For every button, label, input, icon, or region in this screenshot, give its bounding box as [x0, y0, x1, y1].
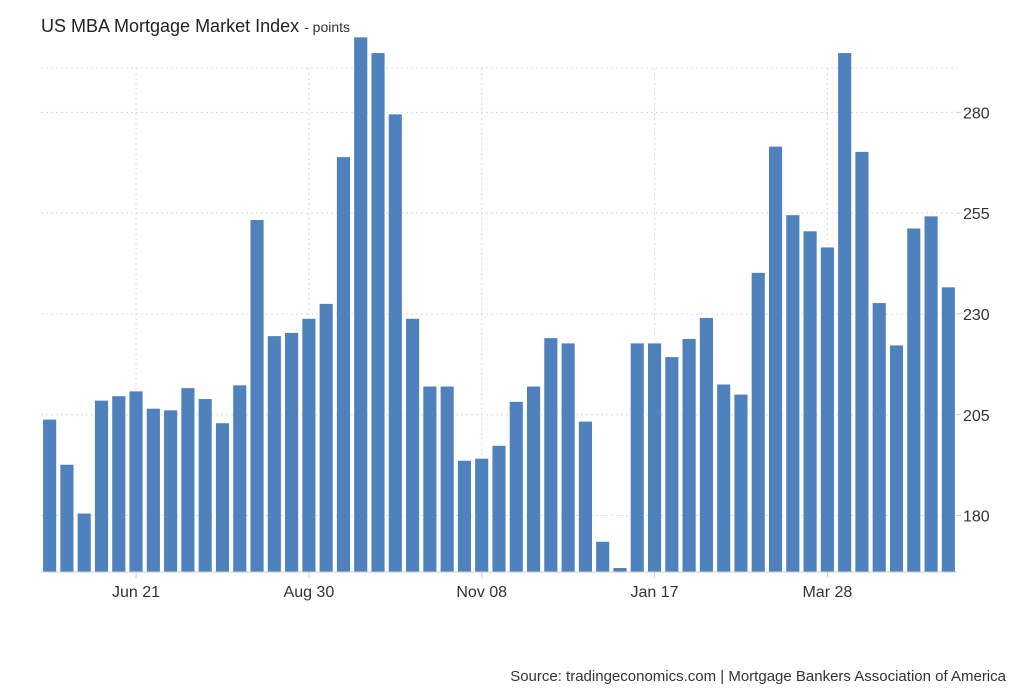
bar: [786, 215, 800, 572]
bar: [544, 338, 558, 572]
bar: [475, 458, 489, 572]
axes: [41, 111, 961, 578]
bar: [146, 408, 160, 572]
bar: [717, 384, 731, 572]
bar: [889, 345, 904, 572]
bar: [440, 386, 454, 572]
bar: [267, 336, 281, 572]
y-tick-label: 205: [963, 408, 990, 425]
bar: [526, 386, 541, 572]
y-tick-label: 180: [963, 509, 990, 526]
bar: [43, 419, 57, 572]
bar: [60, 464, 74, 572]
bar: [509, 401, 523, 572]
bar: [578, 421, 592, 572]
bar: [319, 303, 333, 572]
bar: [457, 460, 472, 572]
bar: [423, 386, 437, 572]
bar: [647, 343, 662, 572]
bar: [388, 114, 402, 573]
bar: [371, 53, 385, 572]
y-tick-label: 255: [963, 206, 990, 223]
x-tick-label: Aug 30: [284, 584, 335, 601]
bar: [682, 338, 696, 572]
bar: [872, 303, 886, 572]
bar: [233, 385, 247, 572]
x-tick-label: Mar 28: [802, 584, 852, 601]
bar: [215, 423, 230, 572]
bar: [734, 394, 748, 572]
x-tick-label: Jun 21: [112, 584, 160, 601]
bars: [43, 37, 955, 573]
bar: [181, 388, 195, 572]
bar: [838, 53, 852, 572]
bar: [198, 399, 212, 572]
source-note: Source: tradingeconomics.com | Mortgage …: [510, 668, 1006, 685]
bar: [803, 231, 817, 572]
chart-title: US MBA Mortgage Market Index - points: [41, 16, 350, 37]
bar: [820, 247, 834, 572]
bar: [768, 146, 783, 572]
bar: [129, 391, 143, 572]
y-tick-label: 280: [963, 105, 990, 122]
x-tick-label: Nov 08: [456, 584, 507, 601]
bar: [561, 343, 575, 572]
bar: [699, 317, 713, 572]
title-unit: - points: [304, 19, 351, 35]
bar: [94, 400, 109, 572]
bar: [354, 37, 368, 572]
bar: [907, 228, 921, 572]
bar: [855, 151, 869, 572]
title-text: US MBA Mortgage Market Index: [41, 16, 300, 36]
tick-labels: 180 205 230 255 280 Jun 21 Aug 30 Nov 08 Jan 17 M…: [112, 105, 990, 601]
bar: [924, 216, 938, 572]
bar: [250, 220, 264, 572]
bar: [406, 318, 420, 572]
bar: [112, 396, 126, 572]
bar: [596, 541, 610, 572]
bar: [164, 410, 178, 572]
bar: [336, 157, 351, 573]
x-tick-label: Jan 17: [631, 584, 679, 601]
bar: [941, 287, 955, 572]
bar: [751, 272, 765, 572]
bar: [492, 445, 506, 572]
bar: [630, 343, 644, 572]
bar: [665, 357, 679, 572]
bar: [285, 332, 299, 572]
bar: [302, 318, 316, 572]
bar: [77, 513, 91, 572]
y-tick-label: 230: [963, 307, 990, 324]
bar: [613, 567, 627, 572]
